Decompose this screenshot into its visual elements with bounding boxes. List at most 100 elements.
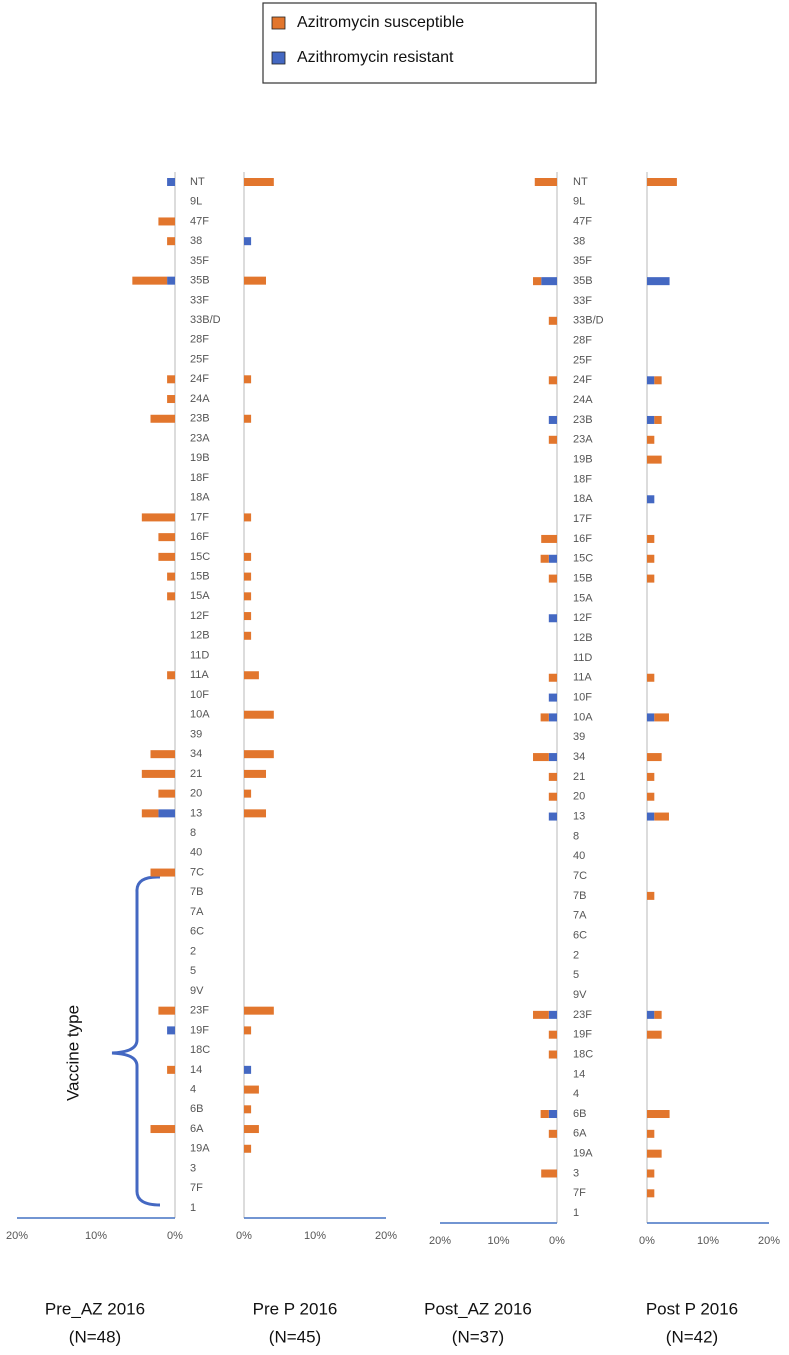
category-label: 40 <box>573 850 585 862</box>
bar-segment <box>141 513 175 522</box>
panel-title: Pre P 2016 <box>253 1299 338 1318</box>
bar-segment <box>158 552 175 561</box>
legend-swatch <box>271 16 286 30</box>
category-label: 24A <box>573 394 593 406</box>
category-label: 33B/D <box>573 315 604 327</box>
bar-segment <box>654 1010 662 1019</box>
category-label: 8 <box>573 830 579 842</box>
bar-segment <box>548 376 557 385</box>
bar-segment <box>167 375 175 384</box>
bar-segment <box>548 316 557 325</box>
bar-segment <box>540 1110 549 1119</box>
x-tick-label: 20% <box>6 1230 28 1242</box>
bar-segment <box>244 1006 274 1015</box>
bar-segment <box>244 769 267 778</box>
bar-segment <box>548 1030 557 1039</box>
category-label: 23F <box>190 1005 209 1017</box>
bar-segment <box>244 1144 252 1153</box>
category-label: 6C <box>573 929 587 941</box>
category-label: 7B <box>573 890 586 902</box>
bar-segment <box>548 792 557 801</box>
category-label: 6C <box>190 926 204 938</box>
category-label: 23A <box>190 432 210 444</box>
category-label: 15C <box>190 551 210 563</box>
bar-segment <box>647 1030 662 1039</box>
category-label: 6B <box>573 1108 586 1120</box>
panel-title: Post_AZ 2016 <box>424 1299 532 1318</box>
bar-segment <box>548 812 557 821</box>
category-label: NT <box>190 176 205 188</box>
category-label: 23B <box>573 414 593 426</box>
bar-segment <box>548 614 557 623</box>
category-label: 9V <box>573 989 587 1001</box>
category-label: 40 <box>190 847 202 859</box>
category-label: 18C <box>190 1044 210 1056</box>
category-label: 4 <box>573 1088 579 1100</box>
category-label: 14 <box>190 1064 202 1076</box>
category-label: 47F <box>573 216 592 228</box>
x-tick-label: 20% <box>429 1235 451 1247</box>
category-label: 18F <box>573 473 592 485</box>
category-label: 7F <box>190 1182 203 1194</box>
bar-segment <box>647 772 655 781</box>
category-label: 25F <box>190 353 209 365</box>
category-label: 20 <box>190 788 202 800</box>
category-label: 7A <box>573 910 587 922</box>
category-label: 7B <box>190 886 203 898</box>
category-label: 23A <box>573 434 593 446</box>
category-label: 28F <box>190 334 209 346</box>
category-label: 10F <box>190 689 209 701</box>
category-label: 6B <box>190 1103 203 1115</box>
bar-segment <box>150 1125 175 1134</box>
bar-segment <box>548 772 557 781</box>
bar-segment <box>647 435 655 444</box>
category-label: 1 <box>573 1207 579 1219</box>
category-label: 21 <box>190 768 202 780</box>
category-label: 11D <box>190 649 209 661</box>
bar-segment <box>244 375 252 384</box>
bar-segment <box>654 415 662 424</box>
category-label: 18A <box>190 492 210 504</box>
category-label: 34 <box>190 748 202 760</box>
bar-segment <box>167 1065 175 1074</box>
bar-segment <box>244 1105 252 1114</box>
category-label: 18A <box>573 493 593 505</box>
bar-segment <box>244 710 274 719</box>
bar-segment <box>158 789 175 798</box>
bar-segment <box>167 395 175 404</box>
bar-segment <box>647 455 662 464</box>
category-label: 10A <box>190 709 210 721</box>
category-label: 24A <box>190 393 210 405</box>
category-label: 3 <box>190 1162 196 1174</box>
panel-subtitle: (N=37) <box>452 1327 504 1346</box>
category-label: 15A <box>573 592 593 604</box>
category-label: 19F <box>573 1029 592 1041</box>
category-label: 25F <box>573 354 592 366</box>
bar-segment <box>541 534 557 543</box>
bar-segment <box>540 554 549 563</box>
bar-segment <box>150 868 175 877</box>
bar-segment <box>244 671 259 680</box>
category-label: 11A <box>573 672 592 684</box>
bar-segment <box>647 792 655 801</box>
category-label: 39 <box>573 731 585 743</box>
category-label: 28F <box>573 335 592 347</box>
category-label: 7C <box>573 870 587 882</box>
bar-segment <box>244 750 274 759</box>
category-label: 7A <box>190 906 204 918</box>
panel-title: Post P 2016 <box>646 1299 738 1318</box>
x-tick-label: 10% <box>487 1235 509 1247</box>
bar-segment <box>244 592 252 601</box>
bar-segment <box>548 1010 557 1019</box>
category-label: 10F <box>573 691 592 703</box>
x-tick-label: 0% <box>167 1230 183 1242</box>
bar-segment <box>548 574 557 583</box>
bar-segment <box>533 277 542 286</box>
category-label: 17F <box>190 511 209 523</box>
category-label: 12F <box>573 612 592 624</box>
category-label: 5 <box>190 965 196 977</box>
bar-segment <box>244 1026 252 1035</box>
bar-segment <box>533 1010 549 1019</box>
category-label: 12B <box>190 630 210 642</box>
bar-segment <box>540 713 549 722</box>
